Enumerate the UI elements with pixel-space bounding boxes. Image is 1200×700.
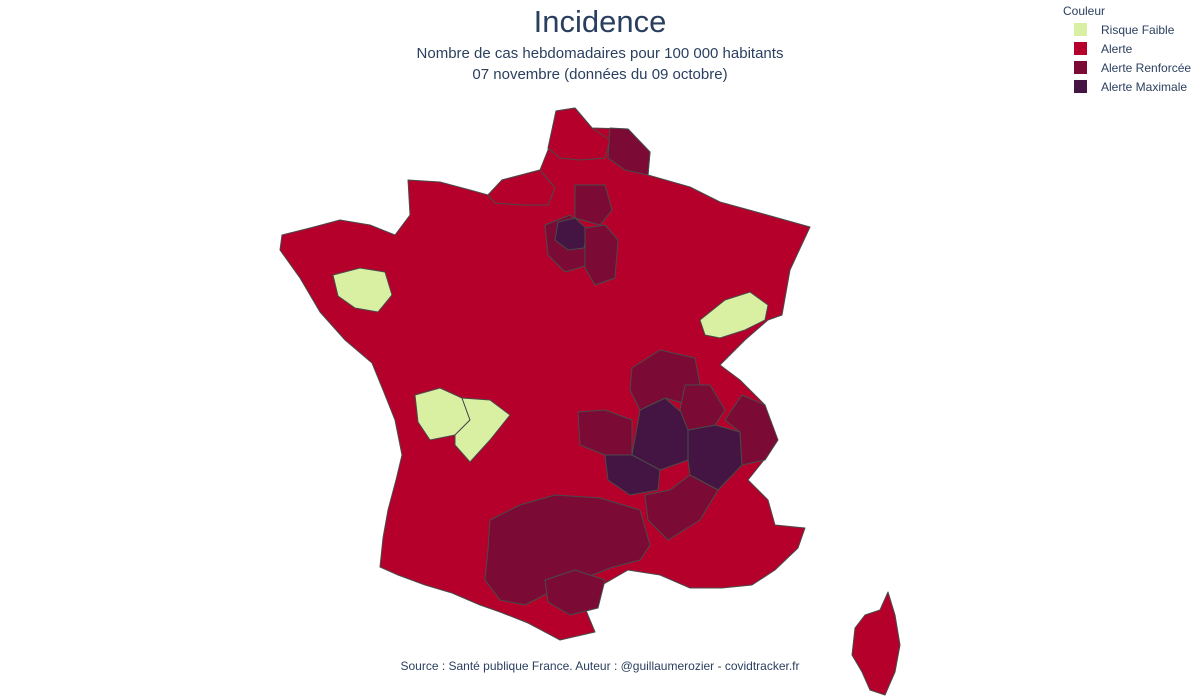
legend-label: Alerte Renforcée (1101, 60, 1192, 75)
region-herault[interactable] (544, 569, 606, 616)
region-savoie[interactable] (724, 394, 779, 466)
region-idf-east[interactable] (584, 224, 619, 286)
legend-swatch (1074, 61, 1087, 74)
region-ain[interactable] (679, 384, 726, 431)
region-lille[interactable] (607, 127, 651, 176)
map-subtitle-line1: Nombre de cas hebdomadaires pour 100 000… (416, 45, 784, 62)
region-jura[interactable] (699, 291, 769, 339)
legend-item-risque-faible[interactable]: Risque Faible (1063, 20, 1199, 39)
map-subtitle-line2: 07 novembre (données du 09 octobre) (472, 66, 728, 83)
region-nord[interactable] (547, 107, 611, 161)
region-normandie[interactable] (487, 169, 556, 206)
legend-swatch (1074, 80, 1087, 93)
region-cantal[interactable] (577, 409, 633, 456)
legend-label: Risque Faible (1101, 22, 1175, 37)
legend-item-alerte-maximale[interactable]: Alerte Maximale (1063, 77, 1199, 96)
source-credit: Source : Santé publique France. Auteur :… (400, 659, 800, 673)
region-occitanie[interactable] (484, 494, 651, 606)
legend-item-alerte-renforcee[interactable]: Alerte Renforcée (1063, 58, 1199, 77)
region-oise[interactable] (574, 184, 613, 226)
legend-title: Couleur (1063, 4, 1106, 18)
legend-label: Alerte (1101, 41, 1133, 56)
region-isere[interactable] (687, 424, 743, 491)
legend-swatch (1074, 23, 1087, 36)
legend-item-alerte[interactable]: Alerte (1063, 39, 1199, 58)
legend-label: Alerte Maximale (1101, 79, 1188, 94)
corsica[interactable] (851, 591, 901, 696)
region-drome[interactable] (644, 474, 719, 541)
legend-swatch (1074, 42, 1087, 55)
legend: Couleur Risque Faible Alerte Alerte Renf… (1063, 3, 1199, 96)
region-charente-east[interactable] (454, 397, 511, 463)
map-title: Incidence (533, 4, 667, 39)
region-morbihan[interactable] (332, 267, 393, 313)
